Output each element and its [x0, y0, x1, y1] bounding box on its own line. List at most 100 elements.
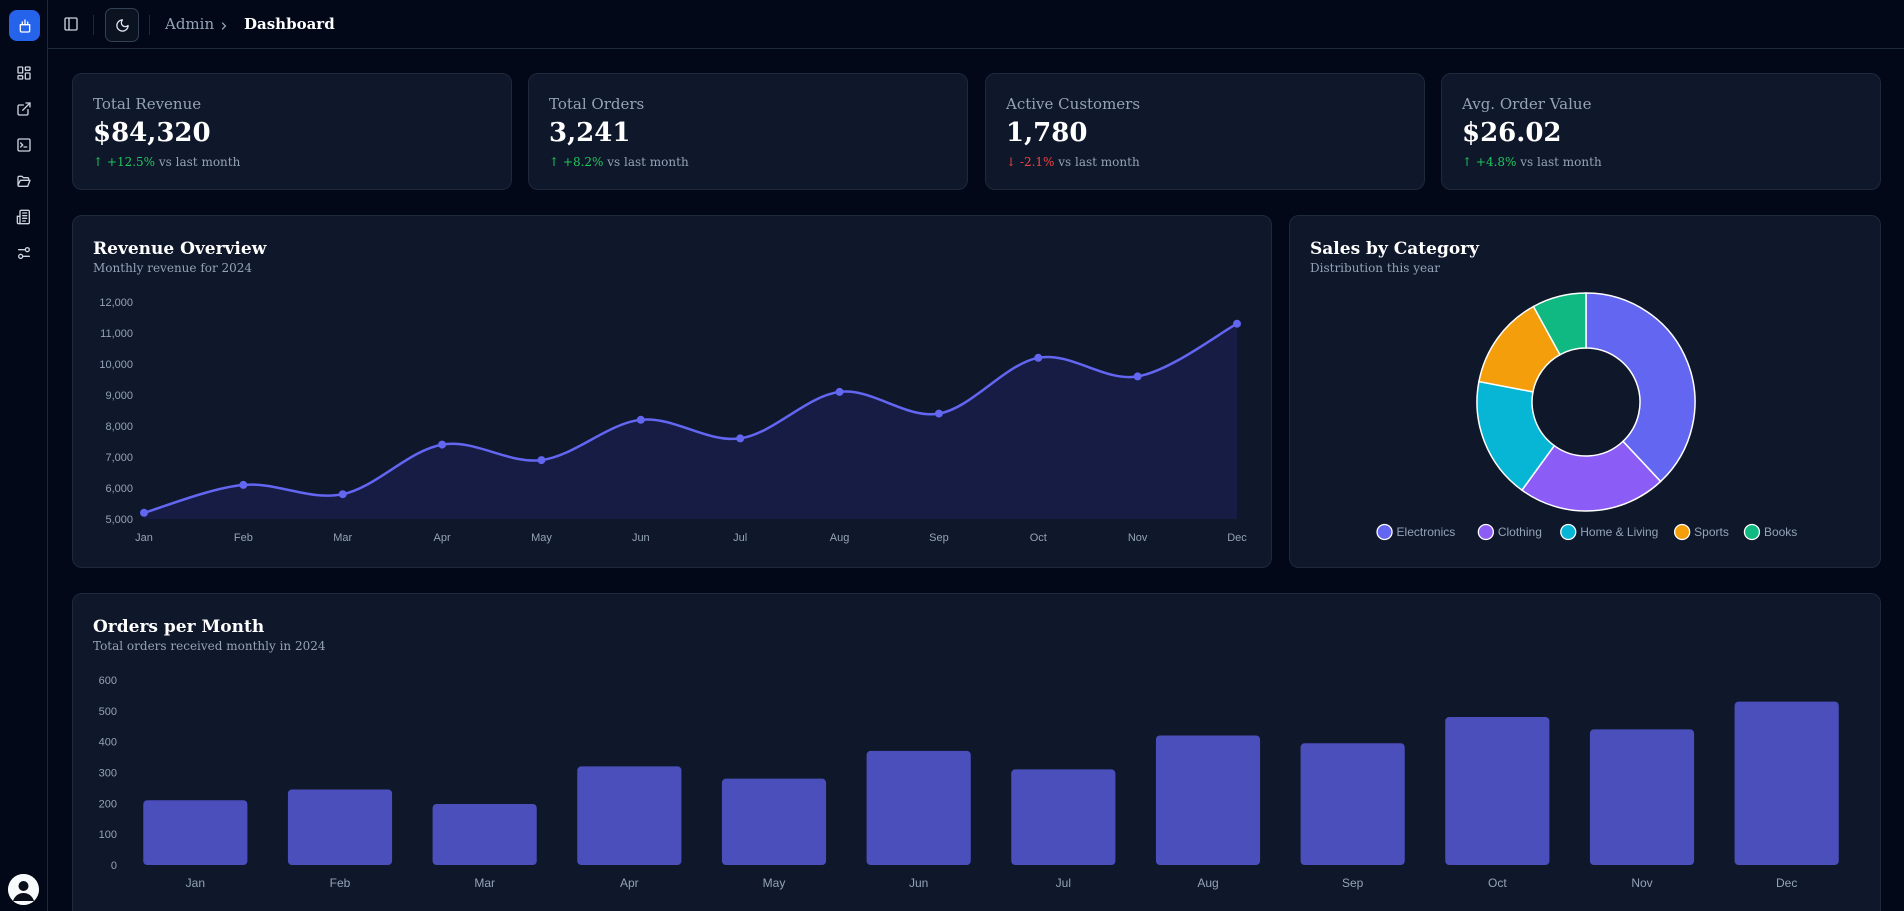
- card-title: Sales by Category: [1310, 239, 1480, 259]
- x-tick-label: Jul: [733, 532, 747, 544]
- external-link-icon[interactable]: [12, 97, 36, 121]
- data-point: [537, 456, 546, 465]
- arrow-down-icon: ↓: [1006, 155, 1017, 169]
- bar: [577, 766, 682, 865]
- data-point: [239, 480, 248, 489]
- newspaper-icon[interactable]: [12, 205, 36, 229]
- sidebar-toggle-icon[interactable]: [61, 14, 81, 34]
- moon-icon: [115, 18, 129, 32]
- breadcrumb-admin[interactable]: Admin: [165, 15, 215, 33]
- y-tick-label: 8,000: [105, 421, 133, 433]
- x-tick-label: Apr: [434, 532, 451, 544]
- terminal-icon[interactable]: [12, 133, 36, 157]
- x-tick-label: Dec: [1776, 876, 1797, 890]
- data-point: [934, 409, 943, 418]
- dashboard-icon[interactable]: [12, 61, 36, 85]
- x-tick-label: Feb: [330, 876, 351, 890]
- orders-bar-chart: 0 100 200 300 400 500 600 Jan Feb Mar Apr May Jun Jul…: [99, 675, 1839, 890]
- x-tick-label: Apr: [620, 876, 639, 890]
- stat-label: Active Customers: [1006, 95, 1141, 113]
- donut-slice: [1532, 292, 1587, 356]
- x-tick-label: Dec: [1227, 532, 1247, 544]
- y-tick-label: 9,000: [105, 390, 133, 402]
- change-suffix: vs last month: [607, 155, 689, 169]
- change-suffix: vs last month: [1058, 155, 1140, 169]
- legend-swatch: [1376, 523, 1393, 541]
- x-tick-label: Nov: [1631, 876, 1652, 890]
- arrow-up-icon: ↑: [549, 155, 560, 169]
- x-tick-label: Sep: [1342, 876, 1364, 890]
- y-tick-label: 500: [99, 706, 117, 718]
- bar: [1155, 735, 1261, 865]
- bar: [1445, 717, 1550, 865]
- legend-label: Sports: [1694, 525, 1729, 539]
- folder-open-icon[interactable]: [12, 169, 36, 193]
- x-tick-label: Jun: [632, 532, 650, 544]
- stat-change: ↑ +12.5% vs last month: [93, 155, 240, 169]
- change-percent: +4.8%: [1475, 155, 1517, 169]
- theme-toggle-button[interactable]: [105, 8, 139, 42]
- stat-value: 1,780: [1006, 118, 1088, 148]
- y-tick-label: 5,000: [105, 514, 133, 526]
- legend-swatch: [1673, 523, 1691, 541]
- x-tick-label: Mar: [333, 532, 352, 544]
- x-tick-label: Jan: [186, 876, 205, 890]
- x-tick-label: Jun: [909, 876, 928, 890]
- data-point: [1034, 353, 1043, 362]
- bar: [1589, 729, 1695, 865]
- y-tick-label: 300: [99, 768, 117, 780]
- app-logo-icon[interactable]: [9, 10, 40, 41]
- card-subtitle: Total orders received monthly in 2024: [93, 639, 326, 653]
- x-tick-label: Aug: [830, 532, 850, 544]
- stat-card-active-customers: Active Customers 1,780 ↓ -2.1% vs last m…: [985, 73, 1425, 190]
- stat-value: $84,320: [93, 118, 211, 148]
- data-point: [338, 490, 347, 499]
- arrow-up-icon: ↑: [1462, 155, 1473, 169]
- settings-sliders-icon[interactable]: [12, 241, 36, 265]
- y-tick-label: 600: [99, 675, 117, 687]
- stat-label: Total Orders: [549, 95, 645, 113]
- arrow-up-icon: ↑: [93, 155, 104, 169]
- stat-change: ↓ -2.1% vs last month: [1006, 155, 1140, 169]
- card-subtitle: Distribution this year: [1310, 261, 1440, 275]
- x-tick-label: Aug: [1197, 876, 1218, 890]
- change-suffix: vs last month: [158, 155, 241, 169]
- topbar: Admin Dashboard: [48, 0, 1904, 49]
- legend-swatch: [1743, 523, 1761, 541]
- change-percent: +8.2%: [562, 155, 604, 169]
- card-title: Revenue Overview: [93, 239, 267, 259]
- data-point: [1233, 319, 1241, 328]
- bar: [287, 789, 393, 865]
- stat-label: Avg. Order Value: [1462, 95, 1592, 113]
- y-tick-label: 11,000: [100, 328, 133, 340]
- bar: [721, 778, 827, 865]
- bar: [432, 803, 537, 865]
- card-subtitle: Monthly revenue for 2024: [93, 261, 253, 275]
- x-tick-label: Jan: [135, 532, 153, 544]
- x-tick-label: Mar: [474, 876, 495, 890]
- stat-change: ↑ +8.2% vs last month: [549, 155, 689, 169]
- x-tick-label: Jul: [1056, 876, 1071, 890]
- orders-per-month-card: Orders per Month Total orders received m…: [72, 593, 1881, 911]
- y-tick-label: 400: [99, 737, 117, 749]
- change-suffix: vs last month: [1520, 155, 1602, 169]
- user-avatar[interactable]: [8, 874, 39, 905]
- donut-slice: [1585, 292, 1696, 483]
- revenue-overview-card: Revenue Overview Monthly revenue for 202…: [72, 215, 1272, 568]
- x-tick-label: Nov: [1128, 532, 1148, 544]
- legend-label: Electronics: [1397, 525, 1456, 539]
- data-point: [140, 508, 148, 517]
- stat-card-total-revenue: Total Revenue $84,320 ↑ +12.5% vs last m…: [72, 73, 512, 190]
- y-tick-label: 100: [99, 829, 117, 841]
- bar: [1011, 769, 1116, 865]
- y-tick-label: 0: [111, 860, 117, 872]
- sales-donut-chart: Electronics Clothing Home & Living Sports Bo…: [1376, 292, 1797, 541]
- stat-card-avg-order-value: Avg. Order Value $26.02 ↑ +4.8% vs last …: [1441, 73, 1881, 190]
- divider: [149, 15, 150, 35]
- legend-swatch: [1560, 523, 1577, 541]
- chevron-right-icon: [218, 17, 230, 36]
- legend-label: Books: [1764, 525, 1797, 539]
- stat-value: 3,241: [549, 118, 631, 148]
- data-point: [835, 387, 844, 396]
- y-tick-label: 12,000: [99, 297, 133, 309]
